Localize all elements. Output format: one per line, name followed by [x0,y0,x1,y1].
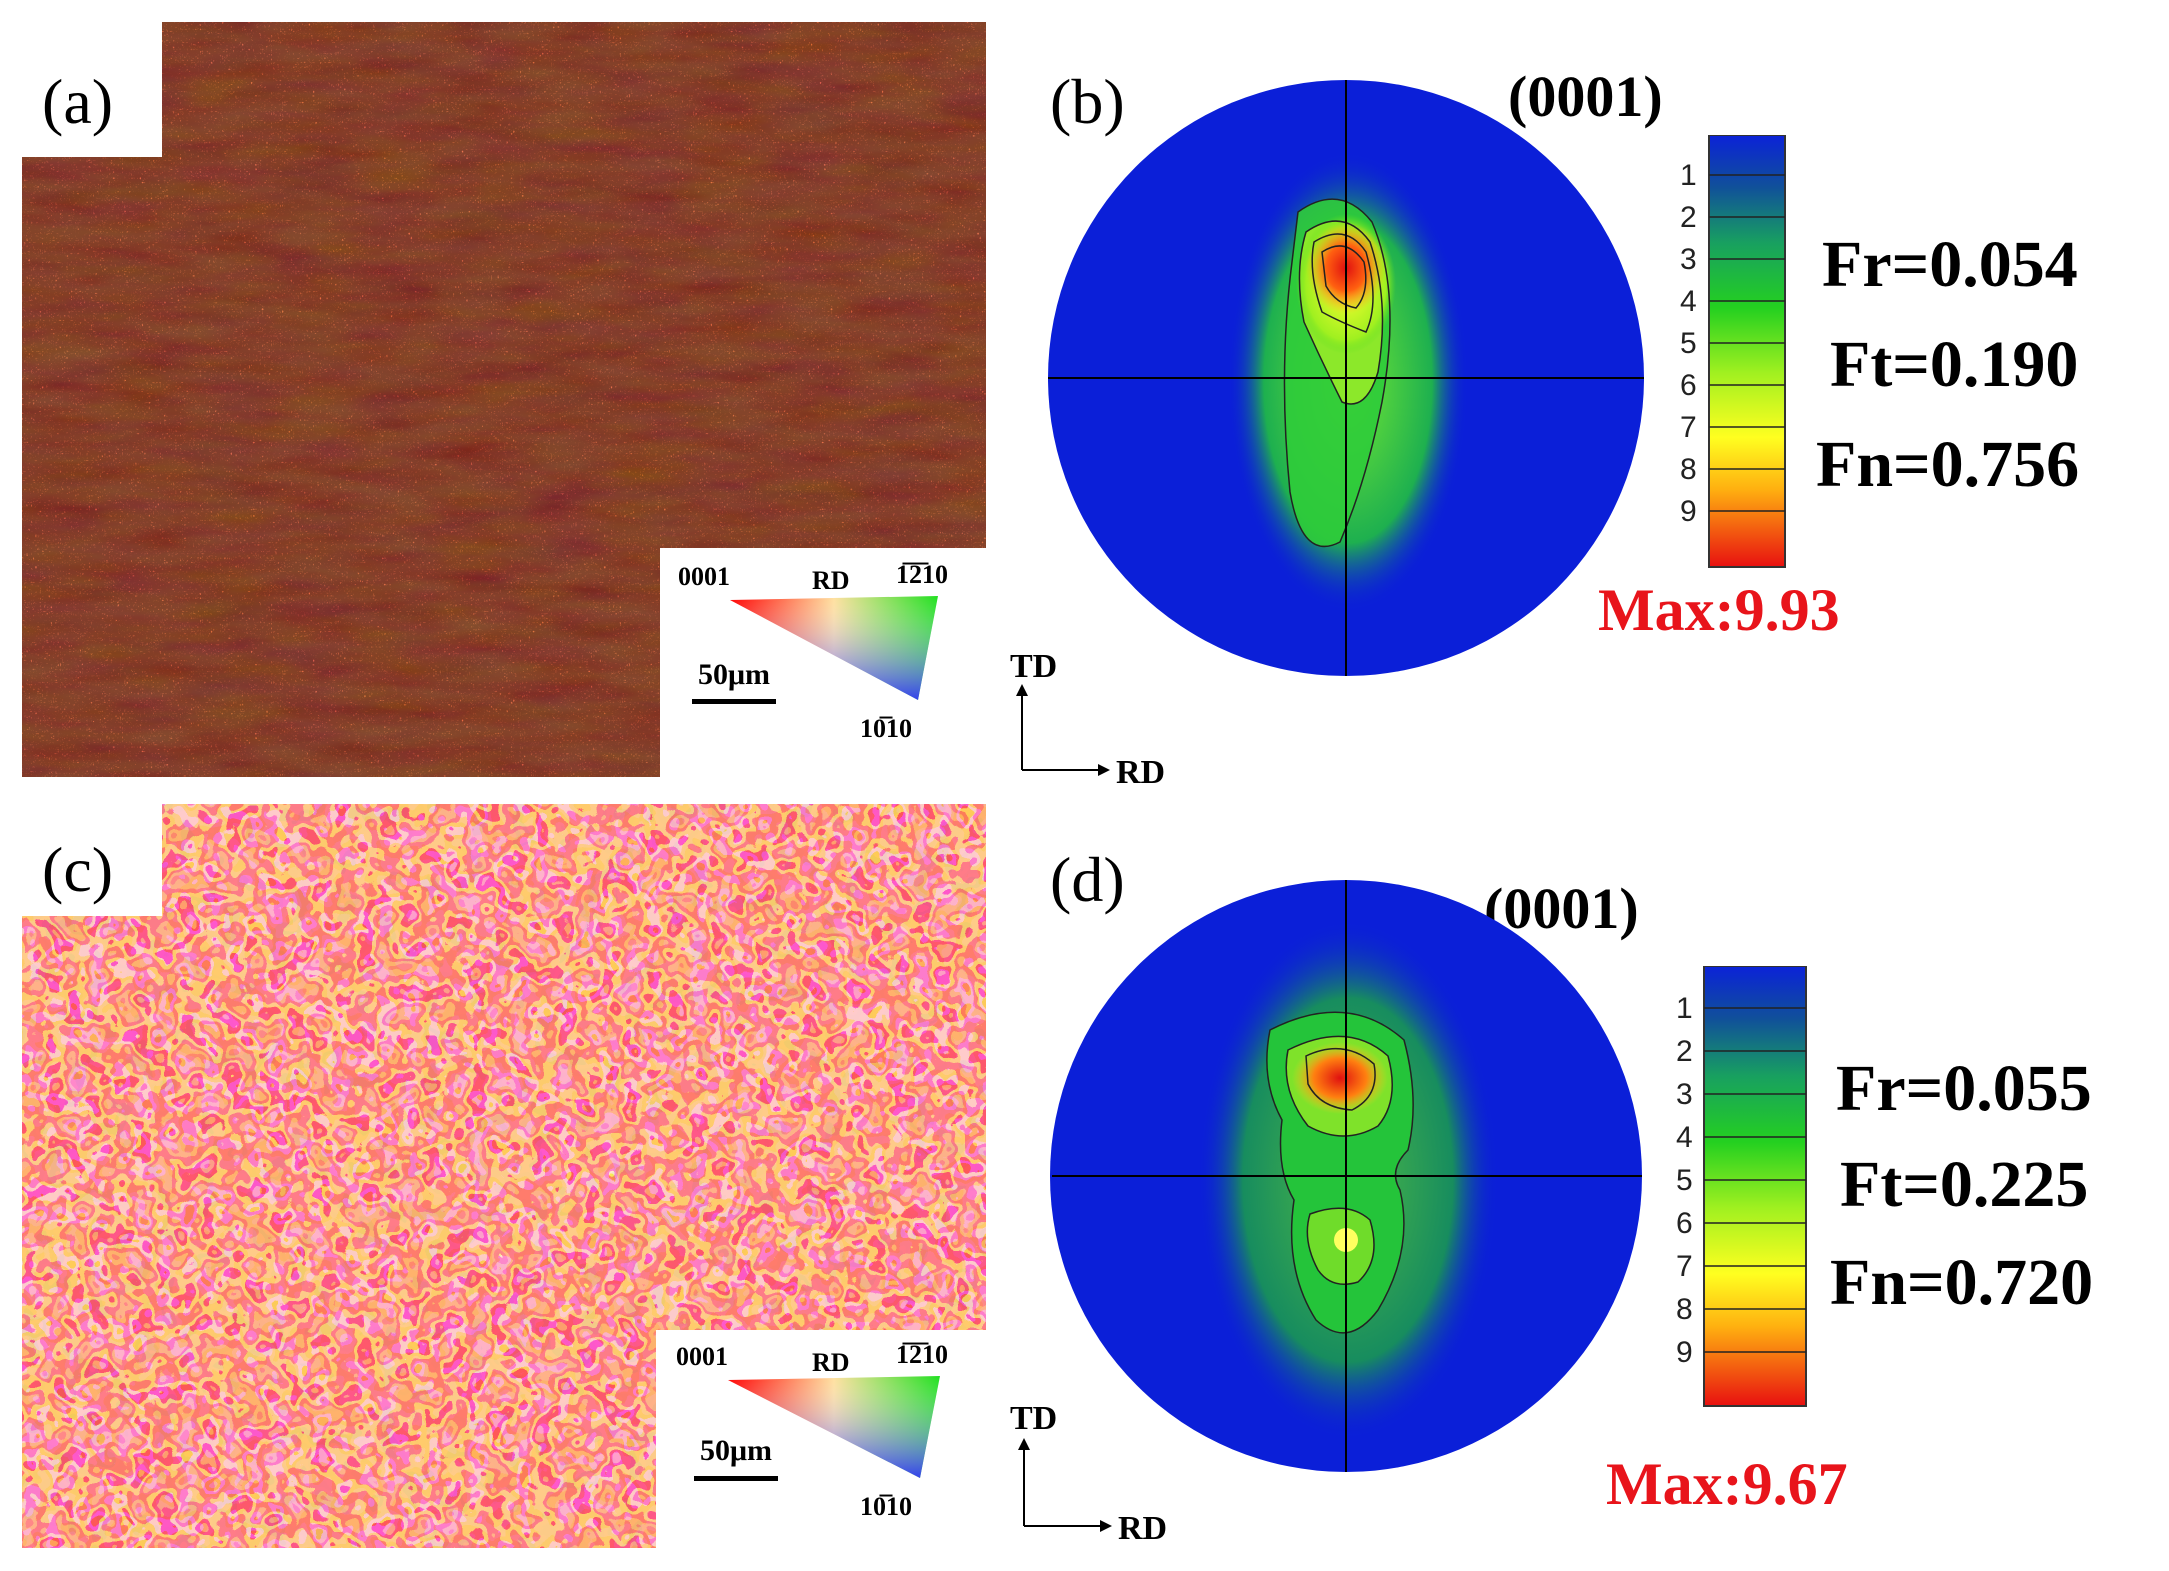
colorbar-d-tick-4: 4 [1676,1121,1693,1154]
colorbar-b-tick-8: 8 [1680,453,1697,486]
axes-indicator-c: TD RD [1010,1400,1190,1550]
colorbar-b-tick-9: 9 [1680,495,1697,528]
scale-bar-a-label: 50μm [698,658,770,691]
colorbar-d-tick-3: 3 [1676,1078,1693,1111]
colorbar-b-tick-1: 1 [1680,159,1697,192]
panel-label-d: (d) [1050,844,1125,915]
panel-label-c: (c) [42,834,114,905]
colorbar-b-tick-7: 7 [1680,411,1697,444]
ebsd-map-c [22,804,986,1548]
max-intensity-b: Max:9.93 [1598,577,1840,643]
pole-figure-d [1050,880,1642,1472]
legend-c-0001: 0001 [676,1342,728,1371]
ipf-legend-a: 0001 RD 1̅2̅10 10̅10 50μm [660,548,986,777]
colorbar-d-tick-2: 2 [1676,1035,1693,1068]
colorbar-d-tick-1: 1 [1676,992,1693,1025]
colorbar-b-tick-5: 5 [1680,327,1697,360]
colorbar-b-graphic [1708,135,1786,568]
legend-a-rd: RD [812,566,850,595]
colorbar-d: 1 2 3 4 5 6 7 8 9 [1662,966,1812,1412]
ebsd-map-a-graphic [22,22,986,777]
axes-indicator-a: TD RD [1010,650,1190,790]
colorbar-b-tick-2: 2 [1680,201,1697,234]
colorbar-d-tick-8: 8 [1676,1293,1693,1326]
legend-a-1010: 10̅10 [860,714,912,743]
ebsd-map-c-graphic [22,804,986,1548]
legend-c-1210: 1̅2̅10 [896,1340,948,1369]
axis-td-a: TD [1010,648,1058,685]
colorbar-d-graphic [1703,966,1807,1407]
legend-c-1010: 10̅10 [860,1492,912,1521]
colorbar-b-tick-6: 6 [1680,369,1697,402]
axis-rd-c: RD [1118,1510,1168,1547]
fraction-fn-b: Fn=0.756 [1816,428,2080,501]
pf-d-max-peak [1292,1042,1388,1114]
colorbar-d-tick-6: 6 [1676,1207,1693,1240]
ipf-triangle-c [694,1376,940,1481]
colorbar-b: 1 2 3 4 5 6 7 8 9 [1666,135,1796,575]
ipf-legend-c: 0001 RD 1̅2̅10 10̅10 50μm [656,1330,986,1548]
fraction-fn-d: Fn=0.720 [1830,1246,2094,1319]
fraction-ft-b: Ft=0.190 [1830,328,2079,401]
axis-rd-a: RD [1116,754,1166,791]
axis-td-c: TD [1010,1400,1058,1437]
legend-a-0001: 0001 [678,562,730,591]
panel-label-b: (b) [1050,66,1125,137]
ebsd-map-a [22,22,986,777]
axes-arrows-a [1016,684,1110,776]
colorbar-b-tick-3: 3 [1680,243,1697,276]
fraction-fr-b: Fr=0.054 [1822,228,2078,301]
scale-bar-c-label: 50μm [700,1434,772,1467]
plane-label-d: (0001) [1484,876,1639,941]
legend-c-rd: RD [812,1348,850,1377]
panel-label-a: (a) [42,66,114,137]
pole-figure-b [1048,80,1644,676]
colorbar-b-tick-4: 4 [1680,285,1697,318]
fraction-fr-d: Fr=0.055 [1836,1052,2092,1125]
colorbar-d-tick-5: 5 [1676,1164,1693,1197]
plane-label-b: (0001) [1508,64,1663,129]
colorbar-d-tick-7: 7 [1676,1250,1693,1283]
fraction-ft-d: Ft=0.225 [1840,1148,2089,1221]
colorbar-d-tick-9: 9 [1676,1336,1693,1369]
max-intensity-d: Max:9.67 [1606,1451,1848,1517]
ipf-triangle-a [692,596,938,704]
legend-a-1210: 1̅2̅10 [896,560,948,589]
axes-arrows-c [1018,1438,1112,1532]
